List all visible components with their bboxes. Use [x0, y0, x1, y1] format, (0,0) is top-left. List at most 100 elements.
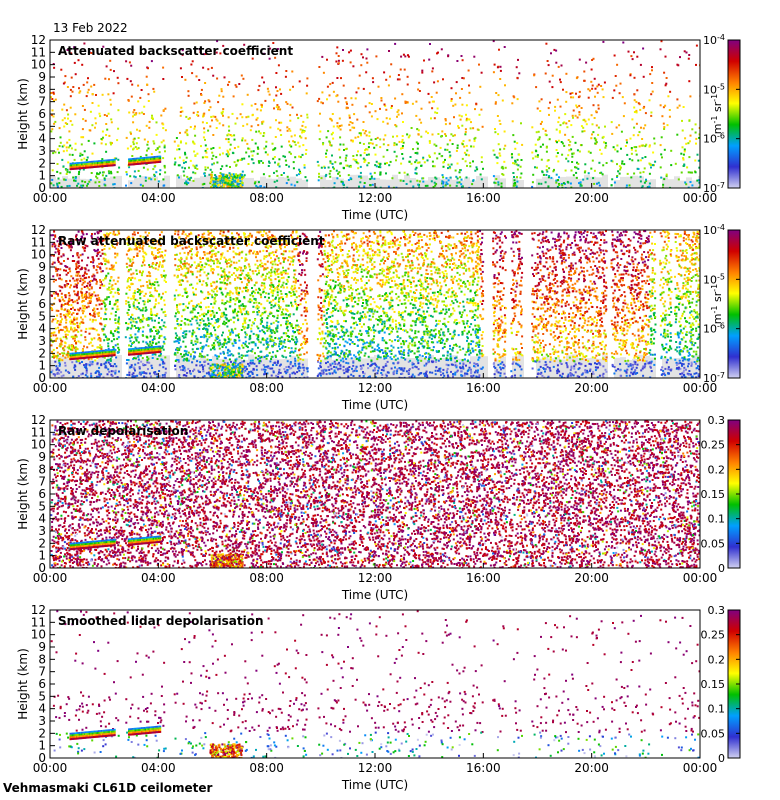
x-tick-label: 12:00 [358, 761, 393, 775]
colorbar [727, 39, 741, 189]
y-tick-label: 5 [38, 119, 46, 133]
colorbar [727, 229, 741, 379]
colorbar-tick-label: 0.2 [708, 463, 726, 476]
y-tick-label: 2 [38, 346, 46, 360]
y-tick-label: 0 [38, 371, 46, 385]
y-tick-label: 9 [38, 260, 46, 274]
x-axis-label: Time (UTC) [341, 588, 408, 602]
panel-4: Smoothed lidar depolarisation01234567891… [16, 603, 741, 792]
colorbar-tick-label: 0.2 [708, 653, 726, 666]
y-tick-label: 4 [38, 512, 46, 526]
panel-title: Attenuated backscatter coefficient [58, 44, 293, 58]
y-tick-label: 12 [31, 223, 46, 237]
colorbar-unit: m-1 sr-1 [710, 284, 725, 324]
y-tick-label: 10 [31, 438, 46, 452]
y-tick-label: 1 [38, 169, 46, 183]
y-tick-label: 6 [38, 107, 46, 121]
colorbar-tick-label: 0.1 [708, 703, 726, 716]
colorbar-tick-label: 0.3 [708, 604, 726, 617]
colorbar-tick-label: 0.3 [708, 414, 726, 427]
x-axis-label: Time (UTC) [341, 778, 408, 792]
x-tick-label: 00:00 [683, 761, 718, 775]
heatmap-field [50, 610, 700, 758]
x-tick-label: 04:00 [141, 571, 176, 585]
colorbar-tick-label: 0 [718, 752, 725, 765]
colorbar-tick-label: 0.05 [701, 727, 726, 740]
x-tick-label: 20:00 [574, 571, 609, 585]
y-tick-label: 2 [38, 726, 46, 740]
y-axis-label: Height (km) [16, 458, 30, 529]
y-tick-label: 0 [38, 751, 46, 765]
heatmap-field [50, 420, 700, 568]
heatmap-field [50, 230, 700, 378]
colorbar-tick-label: 10-7 [703, 181, 725, 196]
colorbar-tick-label: 0.1 [708, 513, 726, 526]
y-tick-label: 3 [38, 524, 46, 538]
colorbar-tick-label: 0.25 [701, 439, 726, 452]
x-tick-label: 00:00 [33, 761, 68, 775]
x-tick-label: 12:00 [358, 381, 393, 395]
colorbar-unit: m-1 sr-1 [710, 94, 725, 134]
panel-title: Smoothed lidar depolarisation [58, 614, 264, 628]
y-tick-label: 2 [38, 156, 46, 170]
y-tick-label: 5 [38, 689, 46, 703]
date-label: 13 Feb 2022 [53, 21, 128, 35]
colorbar-tick-label: 0 [718, 562, 725, 575]
x-tick-label: 04:00 [141, 761, 176, 775]
y-tick-label: 7 [38, 665, 46, 679]
y-tick-label: 11 [31, 45, 46, 59]
y-tick-label: 3 [38, 144, 46, 158]
y-tick-label: 12 [31, 413, 46, 427]
y-tick-label: 12 [31, 603, 46, 617]
y-tick-label: 8 [38, 462, 46, 476]
y-tick-label: 11 [31, 615, 46, 629]
y-tick-label: 6 [38, 487, 46, 501]
x-tick-label: 16:00 [466, 571, 501, 585]
x-axis-label: Time (UTC) [341, 208, 408, 222]
y-tick-label: 4 [38, 322, 46, 336]
panel-2: Raw attenuated backscatter coefficient01… [16, 223, 741, 412]
y-tick-label: 5 [38, 309, 46, 323]
y-tick-label: 12 [31, 33, 46, 47]
x-tick-label: 12:00 [358, 571, 393, 585]
x-tick-label: 16:00 [466, 191, 501, 205]
colorbar-tick-label: 0.15 [701, 678, 726, 691]
y-tick-label: 8 [38, 82, 46, 96]
x-tick-label: 00:00 [33, 381, 68, 395]
y-tick-label: 7 [38, 475, 46, 489]
x-tick-label: 20:00 [574, 381, 609, 395]
y-tick-label: 1 [38, 359, 46, 373]
y-tick-label: 0 [38, 181, 46, 195]
x-tick-label: 12:00 [358, 191, 393, 205]
x-tick-label: 16:00 [466, 761, 501, 775]
y-tick-label: 7 [38, 285, 46, 299]
y-tick-label: 11 [31, 235, 46, 249]
y-axis-label: Height (km) [16, 648, 30, 719]
x-tick-label: 16:00 [466, 381, 501, 395]
y-tick-label: 3 [38, 334, 46, 348]
heatmap-field [50, 40, 700, 188]
panel-title: Raw depolarisation [58, 424, 188, 438]
plot-area [50, 40, 700, 188]
x-tick-label: 20:00 [574, 191, 609, 205]
instrument-label: Vehmasmaki CL61D ceilometer [3, 781, 212, 795]
y-tick-label: 11 [31, 425, 46, 439]
y-tick-label: 9 [38, 640, 46, 654]
x-tick-label: 08:00 [249, 191, 284, 205]
y-tick-label: 9 [38, 450, 46, 464]
colorbar-tick-label: 10-4 [703, 33, 725, 48]
colorbar-tick-label: 0.15 [701, 488, 726, 501]
y-tick-label: 3 [38, 714, 46, 728]
x-axis-label: Time (UTC) [341, 398, 408, 412]
colorbar-tick-label: 0.25 [701, 629, 726, 642]
panel-1: Attenuated backscatter coefficient012345… [16, 33, 741, 222]
y-tick-label: 7 [38, 95, 46, 109]
x-tick-label: 00:00 [33, 571, 68, 585]
y-tick-label: 6 [38, 677, 46, 691]
y-tick-label: 10 [31, 58, 46, 72]
y-tick-label: 8 [38, 652, 46, 666]
y-axis-label: Height (km) [16, 78, 30, 149]
x-tick-label: 00:00 [683, 571, 718, 585]
